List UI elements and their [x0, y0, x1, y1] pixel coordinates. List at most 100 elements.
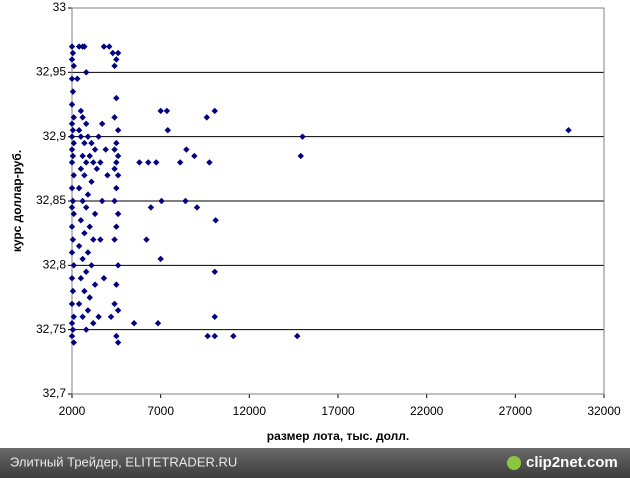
point	[113, 223, 120, 230]
point	[113, 332, 120, 340]
point	[86, 294, 93, 301]
point	[212, 217, 219, 224]
point	[68, 120, 76, 127]
point	[68, 43, 76, 50]
y-tick-label: 32,85	[36, 193, 66, 207]
point	[114, 339, 122, 346]
point	[81, 139, 88, 147]
point	[75, 242, 83, 250]
point	[113, 94, 120, 102]
point	[68, 75, 76, 82]
point	[113, 139, 120, 147]
point	[176, 159, 184, 166]
point	[182, 197, 189, 205]
y-tick-label: 32,9	[43, 129, 67, 143]
point	[81, 43, 88, 50]
point	[154, 320, 162, 327]
point	[68, 275, 76, 282]
y-tick-label: 32,75	[36, 322, 66, 336]
point	[111, 146, 118, 153]
point	[82, 120, 90, 127]
point	[145, 159, 152, 166]
point	[106, 43, 113, 50]
point	[114, 152, 122, 160]
point	[193, 204, 201, 211]
point	[69, 152, 77, 160]
point	[203, 114, 210, 121]
point	[69, 49, 77, 57]
point	[157, 255, 164, 263]
point	[299, 133, 306, 140]
point	[90, 236, 97, 243]
point	[70, 172, 77, 179]
point	[143, 236, 150, 243]
point	[70, 62, 77, 70]
point	[111, 114, 118, 121]
x-tick-label: 7000	[147, 404, 174, 418]
point	[81, 229, 88, 237]
point	[113, 159, 120, 166]
point	[211, 313, 218, 320]
point	[74, 75, 81, 82]
point	[68, 320, 76, 327]
point	[114, 307, 122, 314]
point	[111, 62, 118, 70]
point	[111, 236, 118, 243]
point	[130, 320, 138, 327]
point	[68, 223, 76, 230]
point	[294, 332, 301, 340]
point	[77, 217, 85, 224]
point	[68, 146, 76, 153]
x-axis-title: размер лота, тыс. долл.	[267, 429, 409, 443]
logo-icon	[507, 456, 521, 470]
point	[191, 152, 198, 160]
y-axis-title: курс доллар-руб.	[10, 150, 24, 252]
y-tick-label: 33	[53, 0, 67, 14]
background	[0, 0, 630, 448]
point	[114, 127, 122, 134]
point	[79, 255, 86, 263]
point	[111, 197, 118, 205]
point	[97, 159, 104, 166]
point	[91, 281, 99, 288]
point	[98, 197, 106, 205]
x-tick-label: 32000	[587, 404, 621, 418]
point	[77, 165, 85, 173]
point	[93, 165, 101, 173]
point	[164, 127, 171, 134]
point	[147, 204, 155, 211]
point	[114, 262, 122, 269]
y-tick-label: 32,7	[43, 386, 67, 400]
point	[107, 313, 115, 320]
y-tick-label: 32,95	[36, 65, 66, 79]
point	[136, 159, 143, 166]
point	[68, 332, 76, 340]
point	[158, 197, 165, 205]
point	[95, 133, 102, 140]
point	[77, 275, 85, 282]
point	[82, 204, 90, 211]
point	[86, 152, 93, 160]
x-tick-label: 27000	[499, 404, 533, 418]
point	[69, 326, 77, 333]
point	[84, 133, 92, 140]
point	[81, 172, 88, 179]
point	[183, 146, 190, 153]
point	[91, 146, 99, 153]
point	[211, 268, 218, 275]
point	[68, 101, 76, 108]
point	[230, 332, 237, 340]
point	[68, 56, 76, 63]
point	[113, 56, 120, 63]
y-tick-label: 32,8	[43, 258, 67, 272]
point	[109, 49, 116, 57]
point	[211, 107, 218, 115]
point	[98, 120, 106, 127]
point	[69, 197, 77, 205]
point	[69, 88, 77, 95]
footer-logo[interactable]: clip2net.com	[526, 454, 618, 471]
footer-bar	[0, 448, 630, 478]
point	[114, 49, 122, 57]
point	[204, 332, 211, 340]
